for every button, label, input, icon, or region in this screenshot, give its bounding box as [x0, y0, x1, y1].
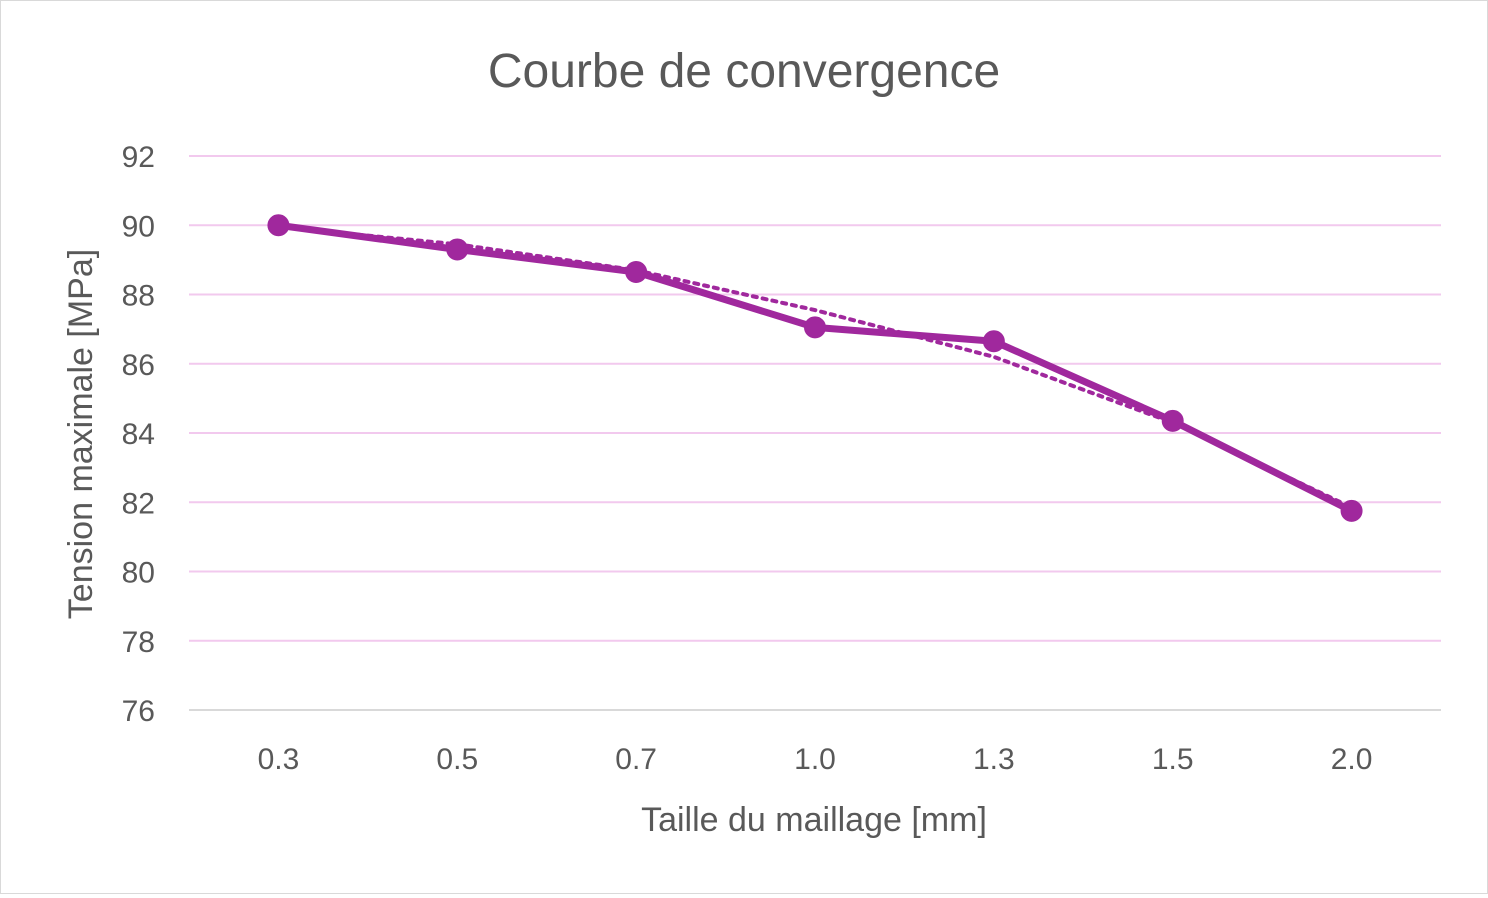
- data-point: [982, 330, 1005, 353]
- y-tick-label: 78: [122, 626, 155, 659]
- trendline-dotted: [276, 224, 1354, 510]
- chart-title: Courbe de convergence: [488, 45, 1000, 98]
- series-line: [274, 221, 1356, 515]
- y-axis-ticks: 76 78 80 82 84 86 88 90 92: [122, 141, 155, 728]
- x-tick-label: 2.0: [1331, 743, 1373, 776]
- data-point: [267, 214, 290, 237]
- data-point: [625, 260, 648, 283]
- y-tick-label: 84: [122, 418, 155, 451]
- y-tick-label: 86: [122, 349, 155, 382]
- x-tick-label: 1.3: [973, 743, 1015, 776]
- x-tick-label: 0.3: [258, 743, 300, 776]
- x-tick-label: 1.5: [1152, 743, 1194, 776]
- y-tick-label: 88: [122, 280, 155, 313]
- y-tick-label: 82: [122, 487, 155, 520]
- x-axis-ticks: 0.3 0.5 0.7 1.0 1.3 1.5 2.0: [258, 743, 1373, 776]
- y-tick-label: 90: [122, 210, 155, 243]
- x-tick-label: 0.5: [436, 743, 478, 776]
- y-tick-label: 80: [122, 557, 155, 590]
- x-tick-label: 0.7: [615, 743, 657, 776]
- series: [267, 214, 1363, 522]
- y-axis-title: Tension maximale [MPa]: [62, 249, 100, 619]
- data-point: [1161, 409, 1184, 432]
- data-point: [1340, 499, 1363, 522]
- data-point: [446, 238, 469, 261]
- data-point: [804, 316, 826, 339]
- y-tick-label: 92: [122, 141, 155, 174]
- x-tick-label: 1.0: [794, 743, 836, 776]
- gridlines: [189, 155, 1441, 711]
- y-tick-label: 76: [122, 695, 155, 728]
- x-axis-title: Taille du maillage [mm]: [641, 801, 987, 839]
